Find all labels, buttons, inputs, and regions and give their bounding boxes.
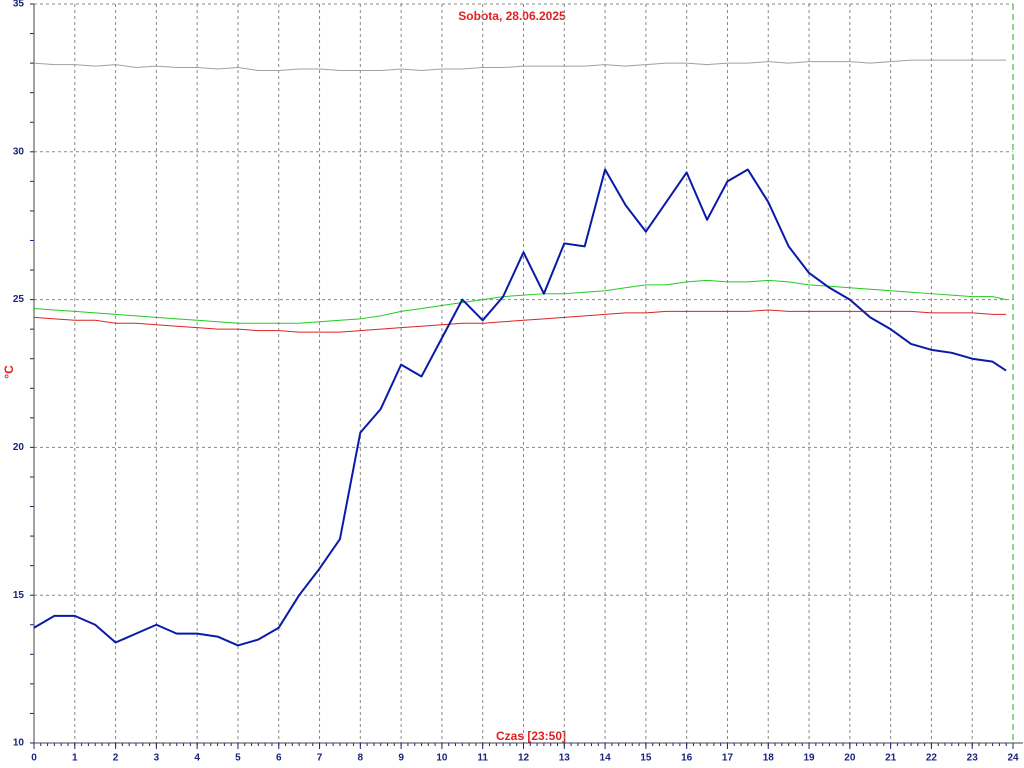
series-line	[33, 279, 1007, 324]
x-tick-label: 6	[276, 753, 282, 764]
x-tick-label: 24	[1007, 753, 1019, 764]
x-tick-label: 18	[763, 753, 775, 764]
x-tick-label: 2	[113, 753, 119, 764]
x-tick-label: 15	[640, 753, 652, 764]
series-line	[33, 309, 1007, 333]
x-tick-label: 10	[436, 753, 448, 764]
x-tick-label: 3	[154, 753, 160, 764]
x-tick-label: 16	[681, 753, 693, 764]
x-tick-label: 21	[885, 753, 897, 764]
x-axis-label: Czas [23:50]	[496, 729, 566, 743]
y-axis-label: °C	[2, 365, 16, 379]
x-tick-label: 7	[317, 753, 323, 764]
y-tick-label: 30	[13, 146, 25, 157]
y-tick-label: 20	[13, 442, 25, 453]
x-tick-label: 0	[31, 753, 37, 764]
y-tick-label: 35	[13, 0, 25, 10]
x-tick-label: 17	[722, 753, 734, 764]
x-tick-label: 22	[926, 753, 938, 764]
x-tick-label: 1	[72, 753, 78, 764]
x-tick-label: 13	[559, 753, 571, 764]
x-tick-label: 20	[844, 753, 856, 764]
y-tick-label: 25	[13, 294, 25, 305]
series-line	[33, 168, 1007, 647]
x-tick-label: 5	[235, 753, 241, 764]
x-tick-label: 23	[967, 753, 979, 764]
x-tick-label: 19	[803, 753, 815, 764]
x-tick-label: 12	[518, 753, 530, 764]
y-tick-label: 10	[13, 738, 25, 749]
chart-title: Sobota, 28.06.2025	[458, 9, 566, 23]
x-tick-label: 8	[358, 753, 364, 764]
y-tick-label: 15	[13, 590, 25, 601]
series-line	[33, 59, 1007, 72]
x-tick-label: 9	[398, 753, 404, 764]
x-tick-label: 4	[194, 753, 200, 764]
x-tick-label: 11	[477, 753, 488, 764]
x-tick-label: 14	[600, 753, 612, 764]
